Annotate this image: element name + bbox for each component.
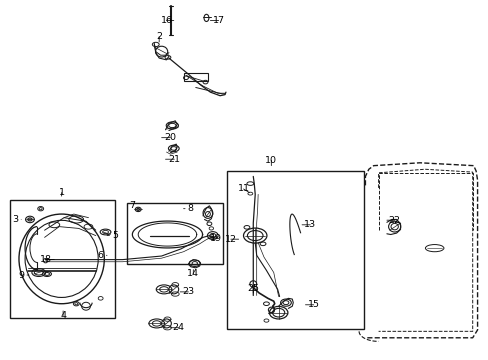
Text: 8: 8 xyxy=(183,204,193,213)
Text: 22: 22 xyxy=(386,216,400,225)
Text: 6: 6 xyxy=(98,251,107,260)
Text: 12: 12 xyxy=(224,235,238,244)
Text: 21: 21 xyxy=(165,155,180,164)
Text: 13: 13 xyxy=(302,220,316,229)
Text: 24: 24 xyxy=(170,323,184,332)
Text: 3: 3 xyxy=(12,215,21,224)
Text: 10: 10 xyxy=(265,156,277,166)
Text: 14: 14 xyxy=(187,269,199,278)
Ellipse shape xyxy=(28,218,32,221)
Text: 19: 19 xyxy=(207,234,222,243)
Text: 11: 11 xyxy=(237,184,249,193)
Bar xyxy=(183,73,207,81)
Text: 16: 16 xyxy=(160,16,173,25)
Text: 25: 25 xyxy=(247,284,259,293)
Text: 5: 5 xyxy=(107,231,118,240)
Text: 9: 9 xyxy=(18,270,29,279)
Text: 2: 2 xyxy=(156,32,162,42)
Text: 20: 20 xyxy=(161,133,176,142)
Text: 1: 1 xyxy=(59,188,64,197)
Text: 7: 7 xyxy=(129,201,138,210)
Bar xyxy=(227,171,363,329)
Text: 18: 18 xyxy=(40,255,54,264)
Text: 15: 15 xyxy=(305,300,319,309)
Bar xyxy=(10,200,115,318)
Text: 17: 17 xyxy=(210,16,224,25)
Text: 4: 4 xyxy=(60,311,66,320)
Bar xyxy=(127,203,222,264)
Text: 23: 23 xyxy=(180,287,194,296)
